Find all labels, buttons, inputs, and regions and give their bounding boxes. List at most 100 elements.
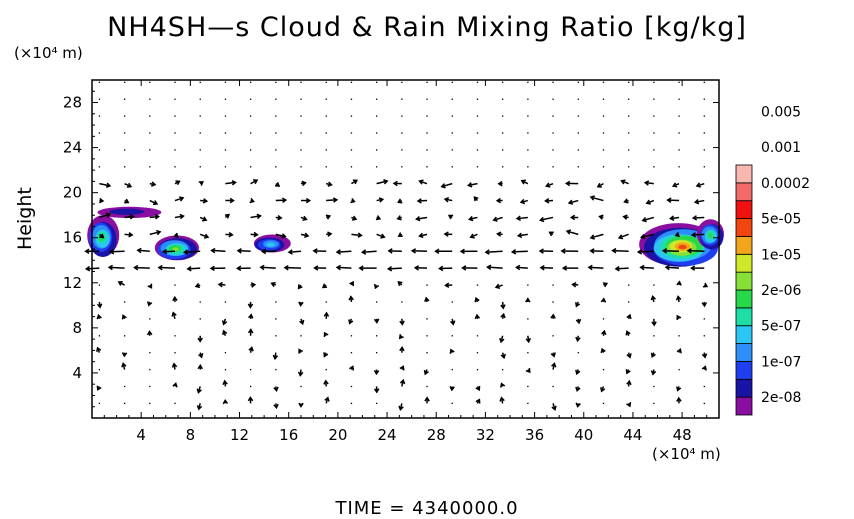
vector-arrow-head — [398, 405, 404, 411]
vector-arrow-head — [387, 248, 393, 254]
vector-dot — [552, 132, 554, 134]
vector-dot — [527, 318, 529, 320]
vector-dot — [149, 368, 151, 371]
vector-arrow-shaft — [493, 216, 503, 221]
vector-arrow-head — [589, 248, 595, 254]
vector-dot — [476, 132, 479, 134]
vector-arrow-head — [397, 280, 403, 286]
vector-dot — [376, 166, 378, 168]
vector-dot — [703, 98, 705, 100]
vector-dot — [527, 149, 529, 151]
vector-arrow-head — [109, 248, 115, 255]
vector-arrow-head — [287, 249, 293, 255]
vector-arrow-head — [492, 216, 498, 222]
vector-dot — [275, 149, 277, 151]
vector-arrow-head — [99, 233, 105, 239]
vector-arrow-head — [640, 233, 646, 240]
vector-arrow-head — [392, 180, 398, 187]
vector-dot — [527, 352, 529, 354]
vector-arrow-head — [256, 213, 262, 220]
vector-dot — [325, 132, 327, 134]
vector-arrow-shaft — [187, 267, 201, 270]
legend-swatch — [735, 200, 753, 219]
vector-arrow-head — [327, 181, 333, 187]
vector-arrow-head — [701, 353, 708, 359]
x-tick-label: 24 — [378, 426, 397, 444]
vector-arrow-head — [171, 362, 178, 368]
vector-dot — [123, 115, 126, 117]
vector-arrow-shaft — [441, 182, 453, 188]
vector-dot — [275, 166, 277, 168]
vector-dot — [602, 402, 605, 405]
vector-dot — [401, 81, 403, 83]
x-tick-label: 32 — [476, 426, 495, 444]
vector-dot — [678, 368, 680, 371]
vector-arrow-head — [146, 330, 153, 336]
vector-arrow-shaft — [337, 250, 352, 253]
vector-arrow-head — [641, 217, 647, 223]
vector-dot — [325, 149, 327, 151]
vector-dot — [275, 132, 277, 134]
vector-dot — [476, 352, 479, 354]
vector-dot — [577, 98, 579, 100]
vector-arrow-head — [418, 232, 424, 239]
vector-arrow-shaft — [512, 250, 528, 253]
vector-dot — [527, 402, 529, 405]
vector-arrow-head — [475, 398, 481, 404]
vector-dot — [174, 166, 176, 168]
vector-arrow-shaft — [416, 216, 428, 220]
cloud-contour-level — [707, 233, 713, 238]
vector-dot — [678, 149, 680, 151]
vector-dot — [577, 149, 579, 151]
vector-dot — [653, 402, 655, 405]
vector-arrow-shaft — [362, 250, 377, 254]
vector-dot — [678, 166, 680, 168]
vector-arrow-head — [277, 214, 283, 221]
vector-dot — [376, 115, 378, 117]
vector-arrow-head — [399, 365, 405, 371]
vector-dot — [552, 115, 554, 117]
chart-title: NH4SH—s Cloud & Rain Mixing Ratio [kg/kg… — [107, 12, 747, 43]
vector-arrow-head — [84, 265, 91, 272]
vector-arrow-head — [589, 195, 595, 201]
vector-dot — [199, 301, 201, 303]
vector-dot — [552, 385, 554, 388]
vector-arrow-head — [126, 182, 133, 188]
vector-arrow-head — [589, 234, 595, 240]
legend-swatch — [735, 182, 753, 202]
vector-dot — [376, 402, 378, 405]
y-tick-label: 24 — [63, 139, 82, 157]
vector-dot — [502, 166, 504, 168]
vector-arrow-head — [373, 370, 380, 376]
vector-arrow-head — [636, 249, 643, 255]
vector-arrow-head — [321, 283, 328, 289]
legend-swatch — [735, 307, 753, 327]
vector-arrow-head — [474, 313, 481, 320]
vector-arrow-head — [175, 180, 181, 186]
y-tick-label: 4 — [72, 364, 82, 382]
vector-dot — [703, 132, 705, 134]
vector-dot — [451, 335, 453, 337]
vector-arrow-head — [84, 248, 90, 255]
vector-arrow-head — [274, 182, 281, 187]
vector-arrow-shaft — [149, 215, 159, 219]
vector-arrow-head — [486, 264, 492, 271]
vector-arrow-shaft — [645, 181, 654, 185]
vector-dot — [275, 368, 277, 371]
vector-dot — [325, 368, 327, 371]
vector-arrow-head — [443, 231, 449, 237]
vector-arrow-head — [136, 247, 142, 254]
vector-dot — [224, 352, 227, 354]
vector-arrow-head — [701, 302, 708, 308]
vector-dot — [628, 132, 630, 134]
vector-arrow-head — [231, 180, 237, 186]
vector-arrow-head — [413, 265, 420, 271]
vector-arrow-head — [600, 297, 607, 303]
y-tick-label: 20 — [63, 184, 82, 202]
vector-arrow-head — [312, 248, 318, 254]
vector-dot — [476, 115, 479, 117]
vector-arrow-head — [587, 264, 593, 271]
vector-dot — [224, 98, 227, 100]
vector-dot — [199, 149, 201, 151]
